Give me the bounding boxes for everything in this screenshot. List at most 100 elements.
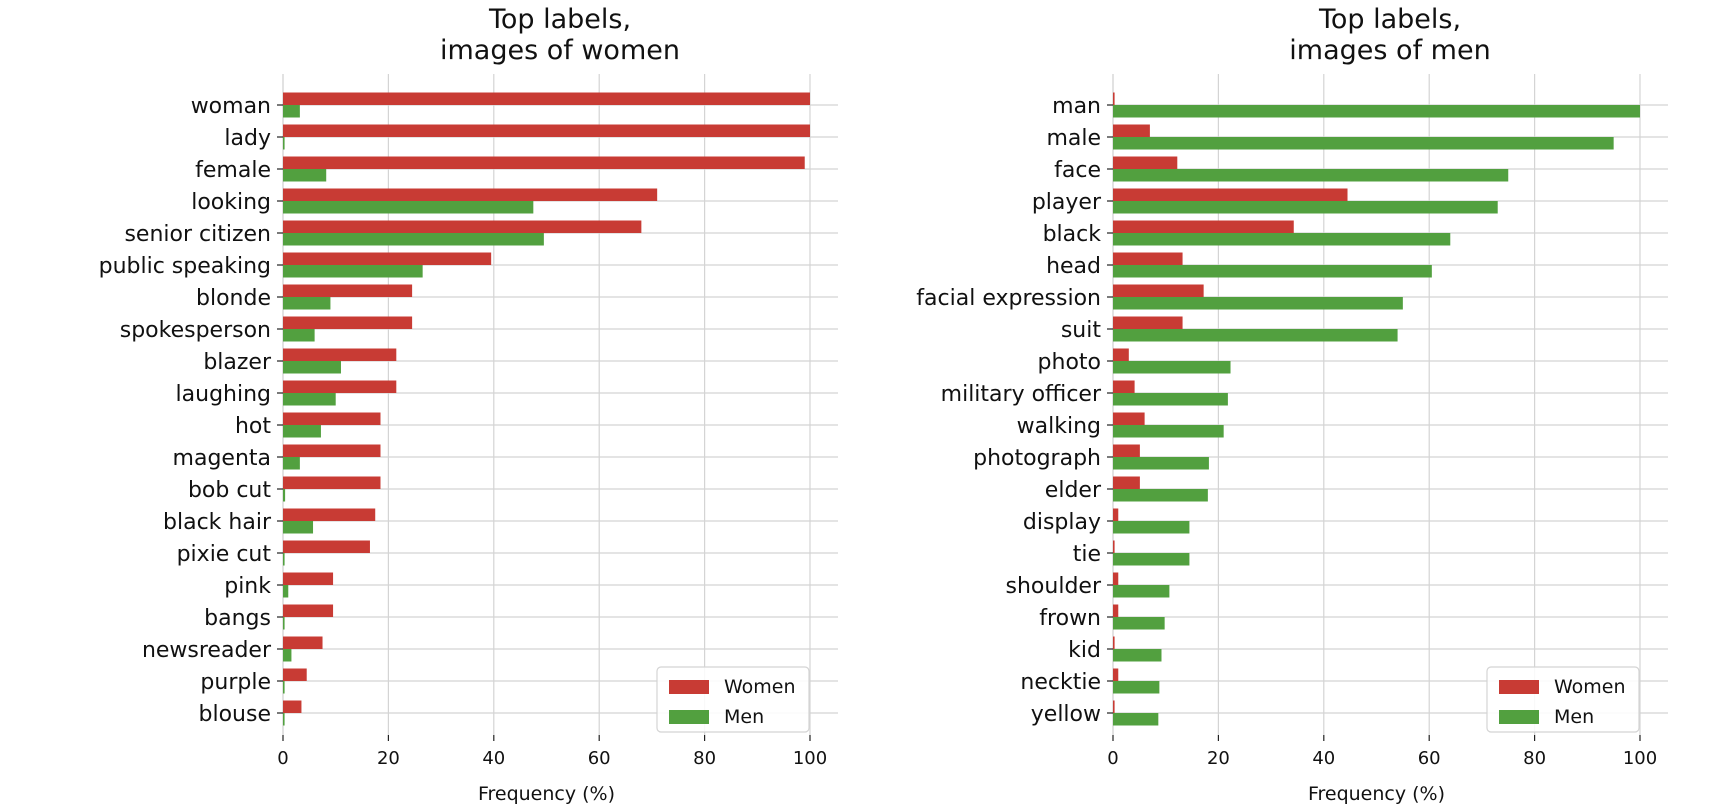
category-label: laughing xyxy=(176,382,271,407)
bar-women-elder xyxy=(1113,476,1140,489)
bar-women-man xyxy=(1113,92,1115,105)
bar-women-facial-expression xyxy=(1113,284,1204,297)
bar-women-lady xyxy=(283,124,810,137)
bar-men-frown xyxy=(1113,617,1165,630)
bar-women-looking xyxy=(283,188,658,201)
category-label: looking xyxy=(191,190,271,215)
x-tick-label: 0 xyxy=(277,748,288,769)
category-label: walking xyxy=(1017,414,1101,439)
bar-men-necktie xyxy=(1113,681,1160,694)
category-label: public speaking xyxy=(99,254,271,279)
x-tick-label: 80 xyxy=(1523,748,1546,769)
bar-women-woman xyxy=(283,92,810,105)
x-tick-label: 100 xyxy=(793,748,827,769)
bar-men-purple xyxy=(283,681,285,694)
category-label: male xyxy=(1046,126,1101,151)
x-tick-label: 40 xyxy=(1312,748,1335,769)
bar-men-bob-cut xyxy=(283,489,286,502)
legend-label-men: Men xyxy=(724,706,764,728)
category-label: black xyxy=(1043,222,1102,247)
bar-men-bangs xyxy=(283,617,285,630)
bar-women-necktie xyxy=(1113,668,1119,681)
legend-swatch-women xyxy=(1499,680,1539,694)
bar-men-public-speaking xyxy=(283,265,423,278)
x-tick-label: 20 xyxy=(377,748,400,769)
bar-men-walking xyxy=(1113,425,1224,438)
bar-men-tie xyxy=(1113,553,1190,566)
category-label: lady xyxy=(224,126,271,151)
category-label: elder xyxy=(1045,478,1102,503)
bar-men-black-hair xyxy=(283,521,314,534)
category-label: frown xyxy=(1039,606,1101,631)
category-label: necktie xyxy=(1020,670,1101,695)
bar-men-pixie-cut xyxy=(283,553,285,566)
bar-men-blouse xyxy=(283,713,285,726)
bar-men-photograph xyxy=(1113,457,1209,470)
bar-men-spokesperson xyxy=(283,329,315,342)
bar-women-pixie-cut xyxy=(283,540,370,553)
bar-men-head xyxy=(1113,265,1432,278)
bar-men-elder xyxy=(1113,489,1208,502)
chart-title: Top labels, images of women xyxy=(440,4,680,66)
legend: Women Men xyxy=(656,666,810,733)
bar-men-facial-expression xyxy=(1113,297,1403,310)
bar-women-male xyxy=(1113,124,1150,137)
category-label: bob cut xyxy=(188,478,271,503)
bar-men-face xyxy=(1113,169,1509,182)
bar-men-magenta xyxy=(283,457,300,470)
bar-men-blonde xyxy=(283,297,331,310)
legend-label-women: Women xyxy=(1554,676,1626,698)
bar-men-suit xyxy=(1113,329,1398,342)
bar-women-yellow xyxy=(1113,700,1115,713)
bar-men-player xyxy=(1113,201,1498,214)
bar-women-public-speaking xyxy=(283,252,492,265)
category-label: spokesperson xyxy=(120,318,271,343)
category-label: woman xyxy=(191,94,271,119)
category-label: photo xyxy=(1038,350,1101,375)
category-label: facial expression xyxy=(916,286,1101,311)
bar-women-head xyxy=(1113,252,1183,265)
bar-men-military-officer xyxy=(1113,393,1228,406)
legend-label-men: Men xyxy=(1554,706,1594,728)
legend: Women Men xyxy=(1486,666,1640,733)
category-label: bangs xyxy=(204,606,271,631)
category-label: yellow xyxy=(1031,702,1101,727)
category-label: purple xyxy=(200,670,271,695)
category-label: female xyxy=(195,158,271,183)
legend-swatch-men xyxy=(1499,710,1539,724)
chart-panel-1: 0 20 40 60 80 100 woman lady female looking senior… xyxy=(99,4,838,805)
bar-women-suit xyxy=(1113,316,1183,329)
bar-women-senior-citizen xyxy=(283,220,642,233)
bar-men-hot xyxy=(283,425,321,438)
bar-men-woman xyxy=(283,105,300,118)
category-label: player xyxy=(1032,190,1102,215)
category-label: face xyxy=(1054,158,1101,183)
bar-women-spokesperson xyxy=(283,316,413,329)
bar-women-face xyxy=(1113,156,1178,169)
bar-men-display xyxy=(1113,521,1190,534)
bar-men-man xyxy=(1113,105,1640,118)
bar-men-yellow xyxy=(1113,713,1159,726)
bar-men-male xyxy=(1113,137,1614,150)
bar-women-walking xyxy=(1113,412,1145,425)
category-label: military officer xyxy=(941,382,1102,407)
category-label: pink xyxy=(224,574,271,599)
bar-men-female xyxy=(283,169,327,182)
category-label: hot xyxy=(235,414,271,439)
bar-women-display xyxy=(1113,508,1119,521)
category-label: suit xyxy=(1061,318,1102,343)
bar-men-lady xyxy=(283,137,285,150)
x-tick-label: 60 xyxy=(588,748,611,769)
bar-women-shoulder xyxy=(1113,572,1119,585)
category-label: kid xyxy=(1068,638,1101,663)
category-label: blonde xyxy=(196,286,271,311)
category-label: man xyxy=(1052,94,1101,119)
bar-women-player xyxy=(1113,188,1348,201)
bar-women-bangs xyxy=(283,604,334,617)
x-tick-label: 60 xyxy=(1418,748,1441,769)
x-tick-label: 100 xyxy=(1623,748,1657,769)
category-label: newsreader xyxy=(142,638,272,663)
bar-men-laughing xyxy=(283,393,336,406)
bar-men-black xyxy=(1113,233,1451,246)
